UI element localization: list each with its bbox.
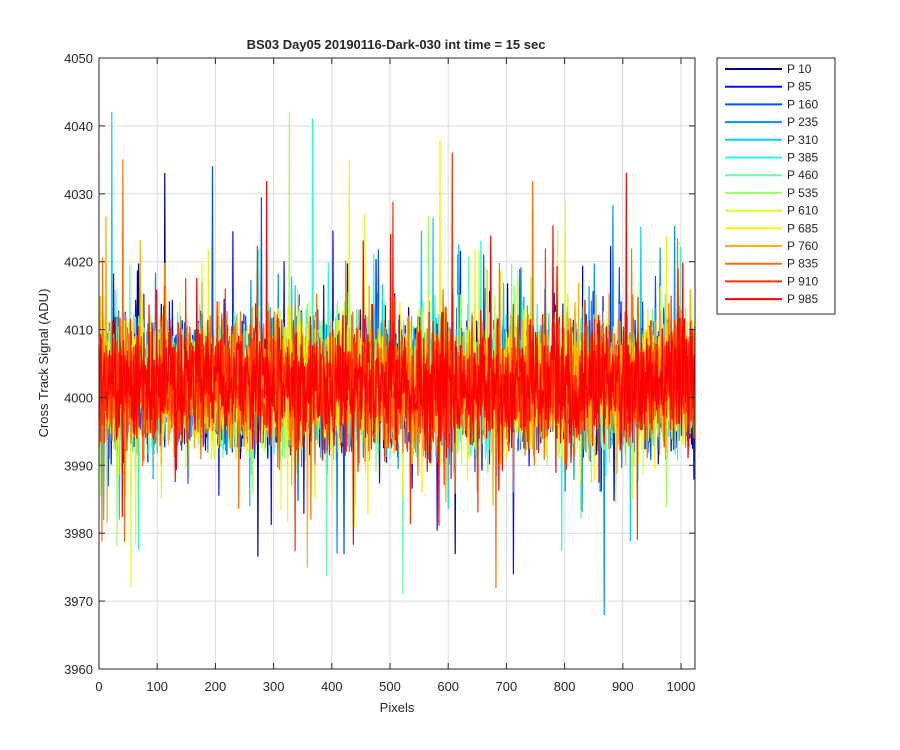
legend-item: P 910 <box>725 274 818 288</box>
legend-label: P 385 <box>787 151 818 165</box>
x-tick-label: 600 <box>437 679 459 694</box>
legend-box <box>716 57 836 315</box>
legend-item: P 535 <box>725 186 818 200</box>
x-tick-label: 1000 <box>667 679 696 694</box>
legend-item: P 235 <box>725 115 818 129</box>
legend-label: P 685 <box>787 221 818 235</box>
y-tick-label: 4020 <box>64 255 93 270</box>
legend-label: P 610 <box>787 204 818 218</box>
axes: 0 100 200 300 400 500 600 700 800 900 1000 3960 3970… <box>64 51 695 694</box>
x-tick-label: 500 <box>379 679 401 694</box>
legend-label: P 835 <box>787 257 818 271</box>
legend-label: P 535 <box>787 186 818 200</box>
x-tick-label: 300 <box>263 679 285 694</box>
legend-item: P 10 <box>725 62 812 76</box>
legend-item: P 310 <box>725 133 818 147</box>
plot-frame <box>98 57 696 670</box>
y-tick-label: 3980 <box>64 526 93 541</box>
legend-label: P 985 <box>787 292 818 306</box>
y-tick-label: 3960 <box>64 662 93 677</box>
legend-item: P 685 <box>725 221 818 235</box>
legend-label: P 85 <box>787 80 812 94</box>
x-tick-label: 100 <box>146 679 168 694</box>
x-tick-label: 900 <box>612 679 634 694</box>
x-axis-label: Pixels <box>380 700 415 715</box>
legend-label: P 310 <box>787 133 818 147</box>
y-tick-label: 4000 <box>64 390 93 405</box>
legend-item: P 610 <box>725 204 818 218</box>
y-tick-label: 4010 <box>64 323 93 338</box>
legend-label: P 235 <box>787 115 818 129</box>
x-tick-label: 200 <box>205 679 227 694</box>
legend-item: P 160 <box>725 97 818 111</box>
y-axis-label: Cross Track Signal (ADU) <box>36 289 51 438</box>
x-tick-label: 800 <box>554 679 576 694</box>
legend-item: P 85 <box>725 80 812 94</box>
legend-item: P 760 <box>725 239 818 253</box>
legend: P 10 P 85 P 160 P 235 P 310 P 385 P 460 P 535 P … <box>716 57 836 315</box>
y-tick-label: 4050 <box>64 51 93 66</box>
y-tick-label: 3990 <box>64 458 93 473</box>
series-group <box>98 111 696 616</box>
x-tick-label: 0 <box>95 679 102 694</box>
legend-label: P 160 <box>787 97 818 111</box>
x-tick-label: 400 <box>321 679 343 694</box>
y-tick-label: 4040 <box>64 119 93 134</box>
y-tick-label: 4030 <box>64 187 93 202</box>
series-line-p-985 <box>98 172 696 545</box>
legend-label: P 760 <box>787 239 818 253</box>
legend-item: P 835 <box>725 257 818 271</box>
chart-title: BS03 Day05 20190116-Dark-030 int time = … <box>247 37 546 52</box>
legend-item: P 460 <box>725 168 818 182</box>
y-tick-label: 3970 <box>64 594 93 609</box>
legend-label: P 460 <box>787 168 818 182</box>
x-tick-label: 700 <box>496 679 518 694</box>
legend-item: P 385 <box>725 151 818 165</box>
legend-label: P 910 <box>787 274 818 288</box>
legend-item: P 985 <box>725 292 818 306</box>
legend-label: P 10 <box>787 62 812 76</box>
legend-items: P 10 P 85 P 160 P 235 P 310 P 385 P 460 P 535 P … <box>725 62 818 306</box>
